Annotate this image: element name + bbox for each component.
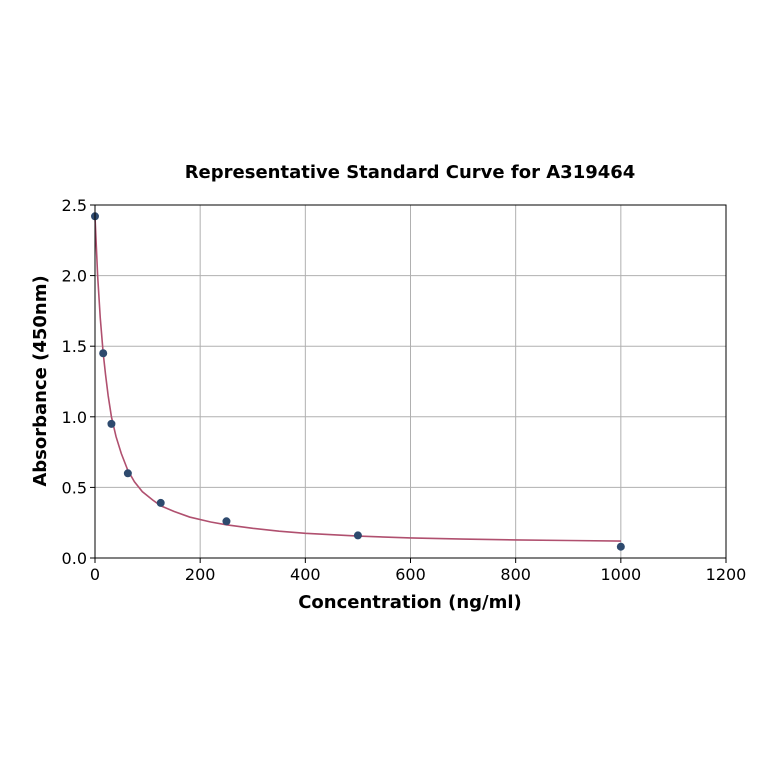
data-point (353, 531, 362, 540)
grid (94, 204, 727, 559)
data-point (123, 469, 132, 478)
y-tick-label: 2.5 (62, 196, 87, 215)
y-tick-label: 0.5 (62, 478, 87, 497)
y-axis-label: Absorbance (450nm) (30, 275, 51, 486)
fit-curve-layer (94, 216, 621, 542)
x-axis-ticks: 0 200 400 600 800 1000 1200 (90, 558, 746, 584)
x-tick-label: 800 (500, 565, 531, 584)
y-tick-label: 1.0 (62, 408, 87, 427)
x-tick-label: 1000 (600, 565, 641, 584)
x-axis-label: Concentration (ng/ml) (298, 592, 522, 613)
x-tick-label: 1200 (706, 565, 747, 584)
fit-curve-line (94, 216, 621, 542)
x-tick-label: 0 (90, 565, 100, 584)
y-tick-label: 2.0 (62, 267, 87, 286)
y-tick-label: 1.5 (62, 337, 87, 356)
y-tick-label: 0.0 (62, 549, 87, 568)
data-point (222, 517, 231, 526)
data-point (616, 542, 625, 551)
x-tick-label: 400 (290, 565, 321, 584)
data-point (99, 349, 108, 358)
x-tick-label: 200 (185, 565, 216, 584)
data-point (107, 419, 116, 428)
y-axis-ticks: 0.0 0.5 1.0 1.5 2.0 2.5 (62, 196, 95, 568)
x-tick-label: 600 (395, 565, 426, 584)
chart-title: Representative Standard Curve for A31946… (185, 162, 636, 183)
data-point (156, 498, 165, 507)
data-points-layer (91, 212, 625, 551)
